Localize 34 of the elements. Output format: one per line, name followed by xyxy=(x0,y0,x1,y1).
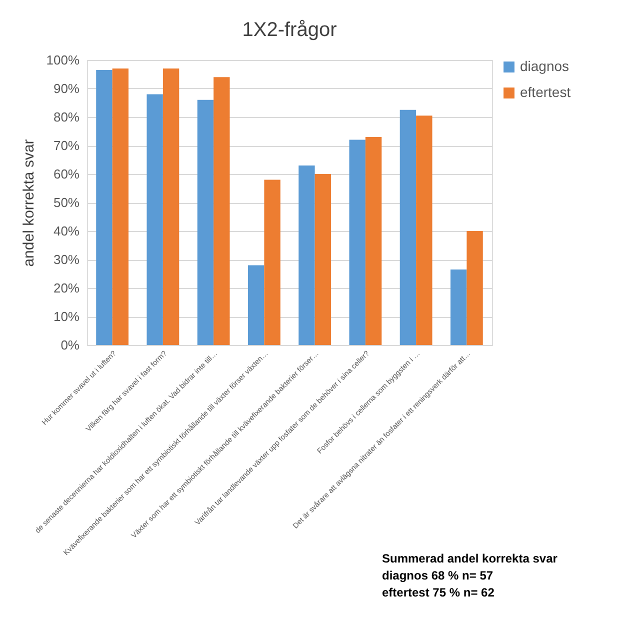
y-tick-label: 90% xyxy=(53,81,80,96)
bar xyxy=(314,174,332,345)
bar xyxy=(96,70,112,345)
bar xyxy=(264,180,280,345)
y-axis-title: andel korrekta svar xyxy=(20,139,38,267)
legend-label: eftertest xyxy=(520,84,571,100)
y-tick-label: 20% xyxy=(53,280,80,296)
bar xyxy=(365,136,382,345)
y-tick-label: 80% xyxy=(53,110,80,124)
chart-title: 1X2-frågor xyxy=(242,19,338,41)
bar xyxy=(400,110,416,345)
y-tick-label: 10% xyxy=(53,309,80,324)
y-tick-label: 60% xyxy=(53,166,80,182)
y-tick-label: 40% xyxy=(53,224,80,238)
bar xyxy=(416,116,432,345)
bar xyxy=(349,140,366,345)
y-tick-label: 70% xyxy=(53,138,80,153)
y-tick-label: 100% xyxy=(46,52,80,68)
y-tick-label: 50% xyxy=(53,195,80,210)
legend-label: diagnos xyxy=(520,58,570,74)
bar xyxy=(197,100,214,345)
bar xyxy=(450,269,467,345)
text: diagnos 68 % n= 57 xyxy=(382,568,494,582)
bar xyxy=(248,265,264,345)
bar xyxy=(214,77,230,345)
text: eftertest 75 % n= 62 xyxy=(382,586,495,600)
y-tick-label: 0% xyxy=(60,338,80,352)
bar xyxy=(146,94,163,345)
text: Summerad andel korrekta svar xyxy=(382,552,558,566)
bar xyxy=(112,68,129,345)
bar xyxy=(466,231,483,345)
bar xyxy=(298,165,315,345)
bar xyxy=(162,68,180,345)
y-tick-label: 30% xyxy=(53,252,80,267)
